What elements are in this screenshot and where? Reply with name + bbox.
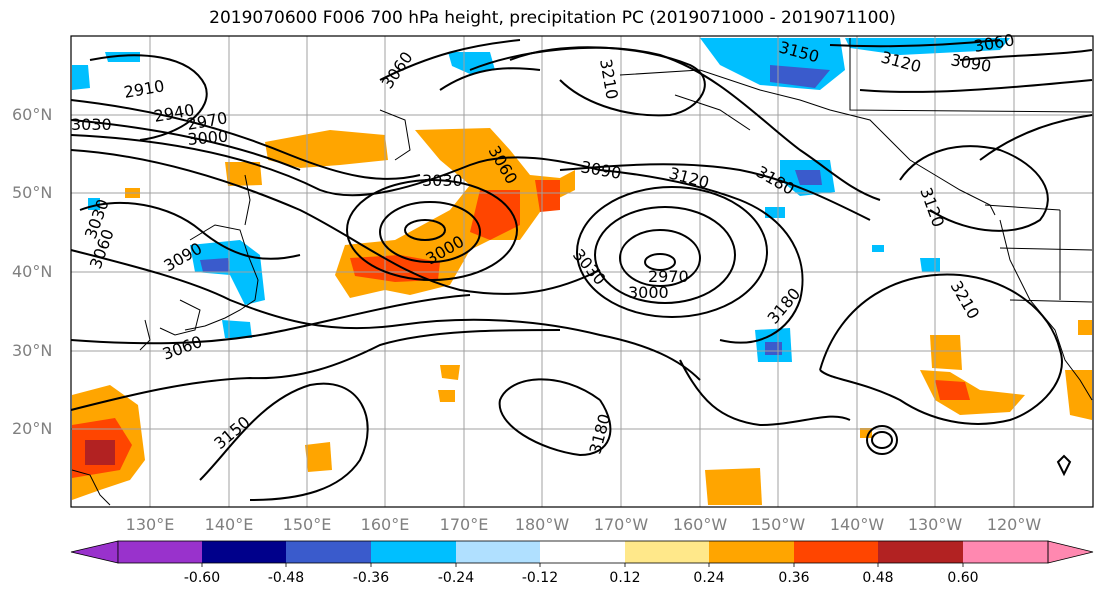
negative-pc-area — [72, 65, 90, 90]
positive-pc-area — [470, 190, 520, 240]
colorbar-segment — [286, 541, 371, 563]
lat-label-30n: 30°N — [12, 341, 53, 360]
colorbar — [70, 540, 1094, 567]
contour-label: 3090 — [579, 157, 622, 183]
negative-pc-area — [795, 170, 822, 185]
lon-label: 130°W — [907, 515, 963, 534]
lon-label: 120°W — [986, 515, 1042, 534]
positive-pc-area — [1065, 370, 1092, 420]
contour-label: 3150 — [210, 412, 253, 453]
negative-pc-area — [770, 65, 830, 88]
contour-label: 3060 — [160, 332, 205, 364]
colorbar-segment — [202, 541, 286, 563]
colorbar-tick-label: 0.12 — [609, 570, 641, 586]
colorbar-segment — [118, 541, 202, 563]
positive-pc-area — [85, 440, 115, 465]
contour-label: 3120 — [916, 185, 948, 230]
precipitation-shading — [72, 38, 1092, 505]
colorbar-extend-low — [70, 540, 119, 564]
lat-label-50n: 50°N — [12, 183, 53, 202]
colorbar-tick-label: -0.12 — [521, 570, 559, 586]
positive-pc-area — [1078, 320, 1092, 335]
lon-label: 140°E — [204, 515, 254, 534]
contour-label: 3030 — [71, 115, 112, 134]
positive-pc-area — [920, 370, 1025, 415]
colorbar-tick-label: -0.36 — [352, 570, 390, 586]
lon-label: 160°E — [360, 515, 410, 534]
lon-label: 150°W — [750, 515, 806, 534]
positive-pc-area — [705, 468, 762, 505]
contour-label: 3090 — [949, 50, 992, 76]
positive-pc-area — [438, 390, 455, 402]
colorbar-segment — [371, 541, 456, 563]
positive-pc-area — [535, 180, 560, 212]
negative-pc-area — [200, 258, 230, 272]
negative-pc-area — [448, 52, 495, 74]
lon-label: 170°E — [439, 515, 489, 534]
lon-label: 130°E — [125, 515, 175, 534]
coastlines — [71, 38, 1093, 506]
lat-label-40n: 40°N — [12, 262, 53, 281]
contour-label: 3000 — [628, 283, 669, 302]
colorbar-tick-label: 0.36 — [778, 570, 810, 586]
contour-label: 3060 — [972, 30, 1015, 56]
colorbar-tick-label: -0.48 — [267, 570, 305, 586]
positive-pc-area — [930, 335, 962, 370]
positive-pc-area — [225, 162, 262, 186]
negative-pc-area — [765, 207, 785, 218]
colorbar-segment — [540, 541, 625, 563]
lon-label: 150°E — [282, 515, 332, 534]
contour-label: 3000 — [187, 127, 229, 149]
negative-pc-area — [920, 258, 940, 272]
colorbar-tick-label: 0.48 — [862, 570, 894, 586]
negative-pc-area — [222, 320, 252, 338]
map-frame — [70, 35, 1094, 508]
contour-label: 2910 — [122, 76, 165, 102]
contour-label: 3030 — [569, 245, 610, 288]
positive-pc-area — [935, 380, 970, 400]
lat-label-60n: 60°N — [12, 105, 53, 124]
colorbar-segment — [878, 541, 963, 563]
height-contours — [70, 39, 1093, 501]
positive-pc-area — [440, 365, 460, 380]
colorbar-segment — [709, 541, 794, 563]
colorbar-segment — [456, 541, 540, 563]
colorbar-extend-high — [1047, 540, 1094, 564]
lat-label-20n: 20°N — [12, 419, 53, 438]
colorbar-tick-label: -0.60 — [183, 570, 221, 586]
contour-label: 3210 — [596, 57, 622, 100]
colorbar-tick-label: -0.24 — [437, 570, 475, 586]
positive-pc-area — [860, 428, 872, 438]
positive-pc-area — [265, 130, 388, 168]
colorbar-segment — [963, 541, 1048, 563]
lon-label: 160°W — [672, 515, 728, 534]
lon-label: 180°W — [514, 515, 570, 534]
map-title: 2019070600 F006 700 hPa height, precipit… — [209, 8, 896, 28]
colorbar-segment — [794, 541, 878, 563]
negative-pc-area — [765, 342, 782, 355]
colorbar-tick-label: 0.60 — [947, 570, 979, 586]
positive-pc-area — [305, 442, 332, 472]
contour-label: 3060 — [378, 48, 417, 92]
contour-label: 2970 — [648, 267, 689, 286]
colorbar-segment — [625, 541, 709, 563]
colorbar-tick-label: 0.24 — [693, 570, 725, 586]
contour-label: 3030 — [422, 171, 463, 190]
contour-label: 3210 — [947, 278, 984, 323]
lon-label: 140°W — [829, 515, 885, 534]
lon-label: 170°W — [593, 515, 649, 534]
negative-pc-area — [872, 245, 884, 252]
